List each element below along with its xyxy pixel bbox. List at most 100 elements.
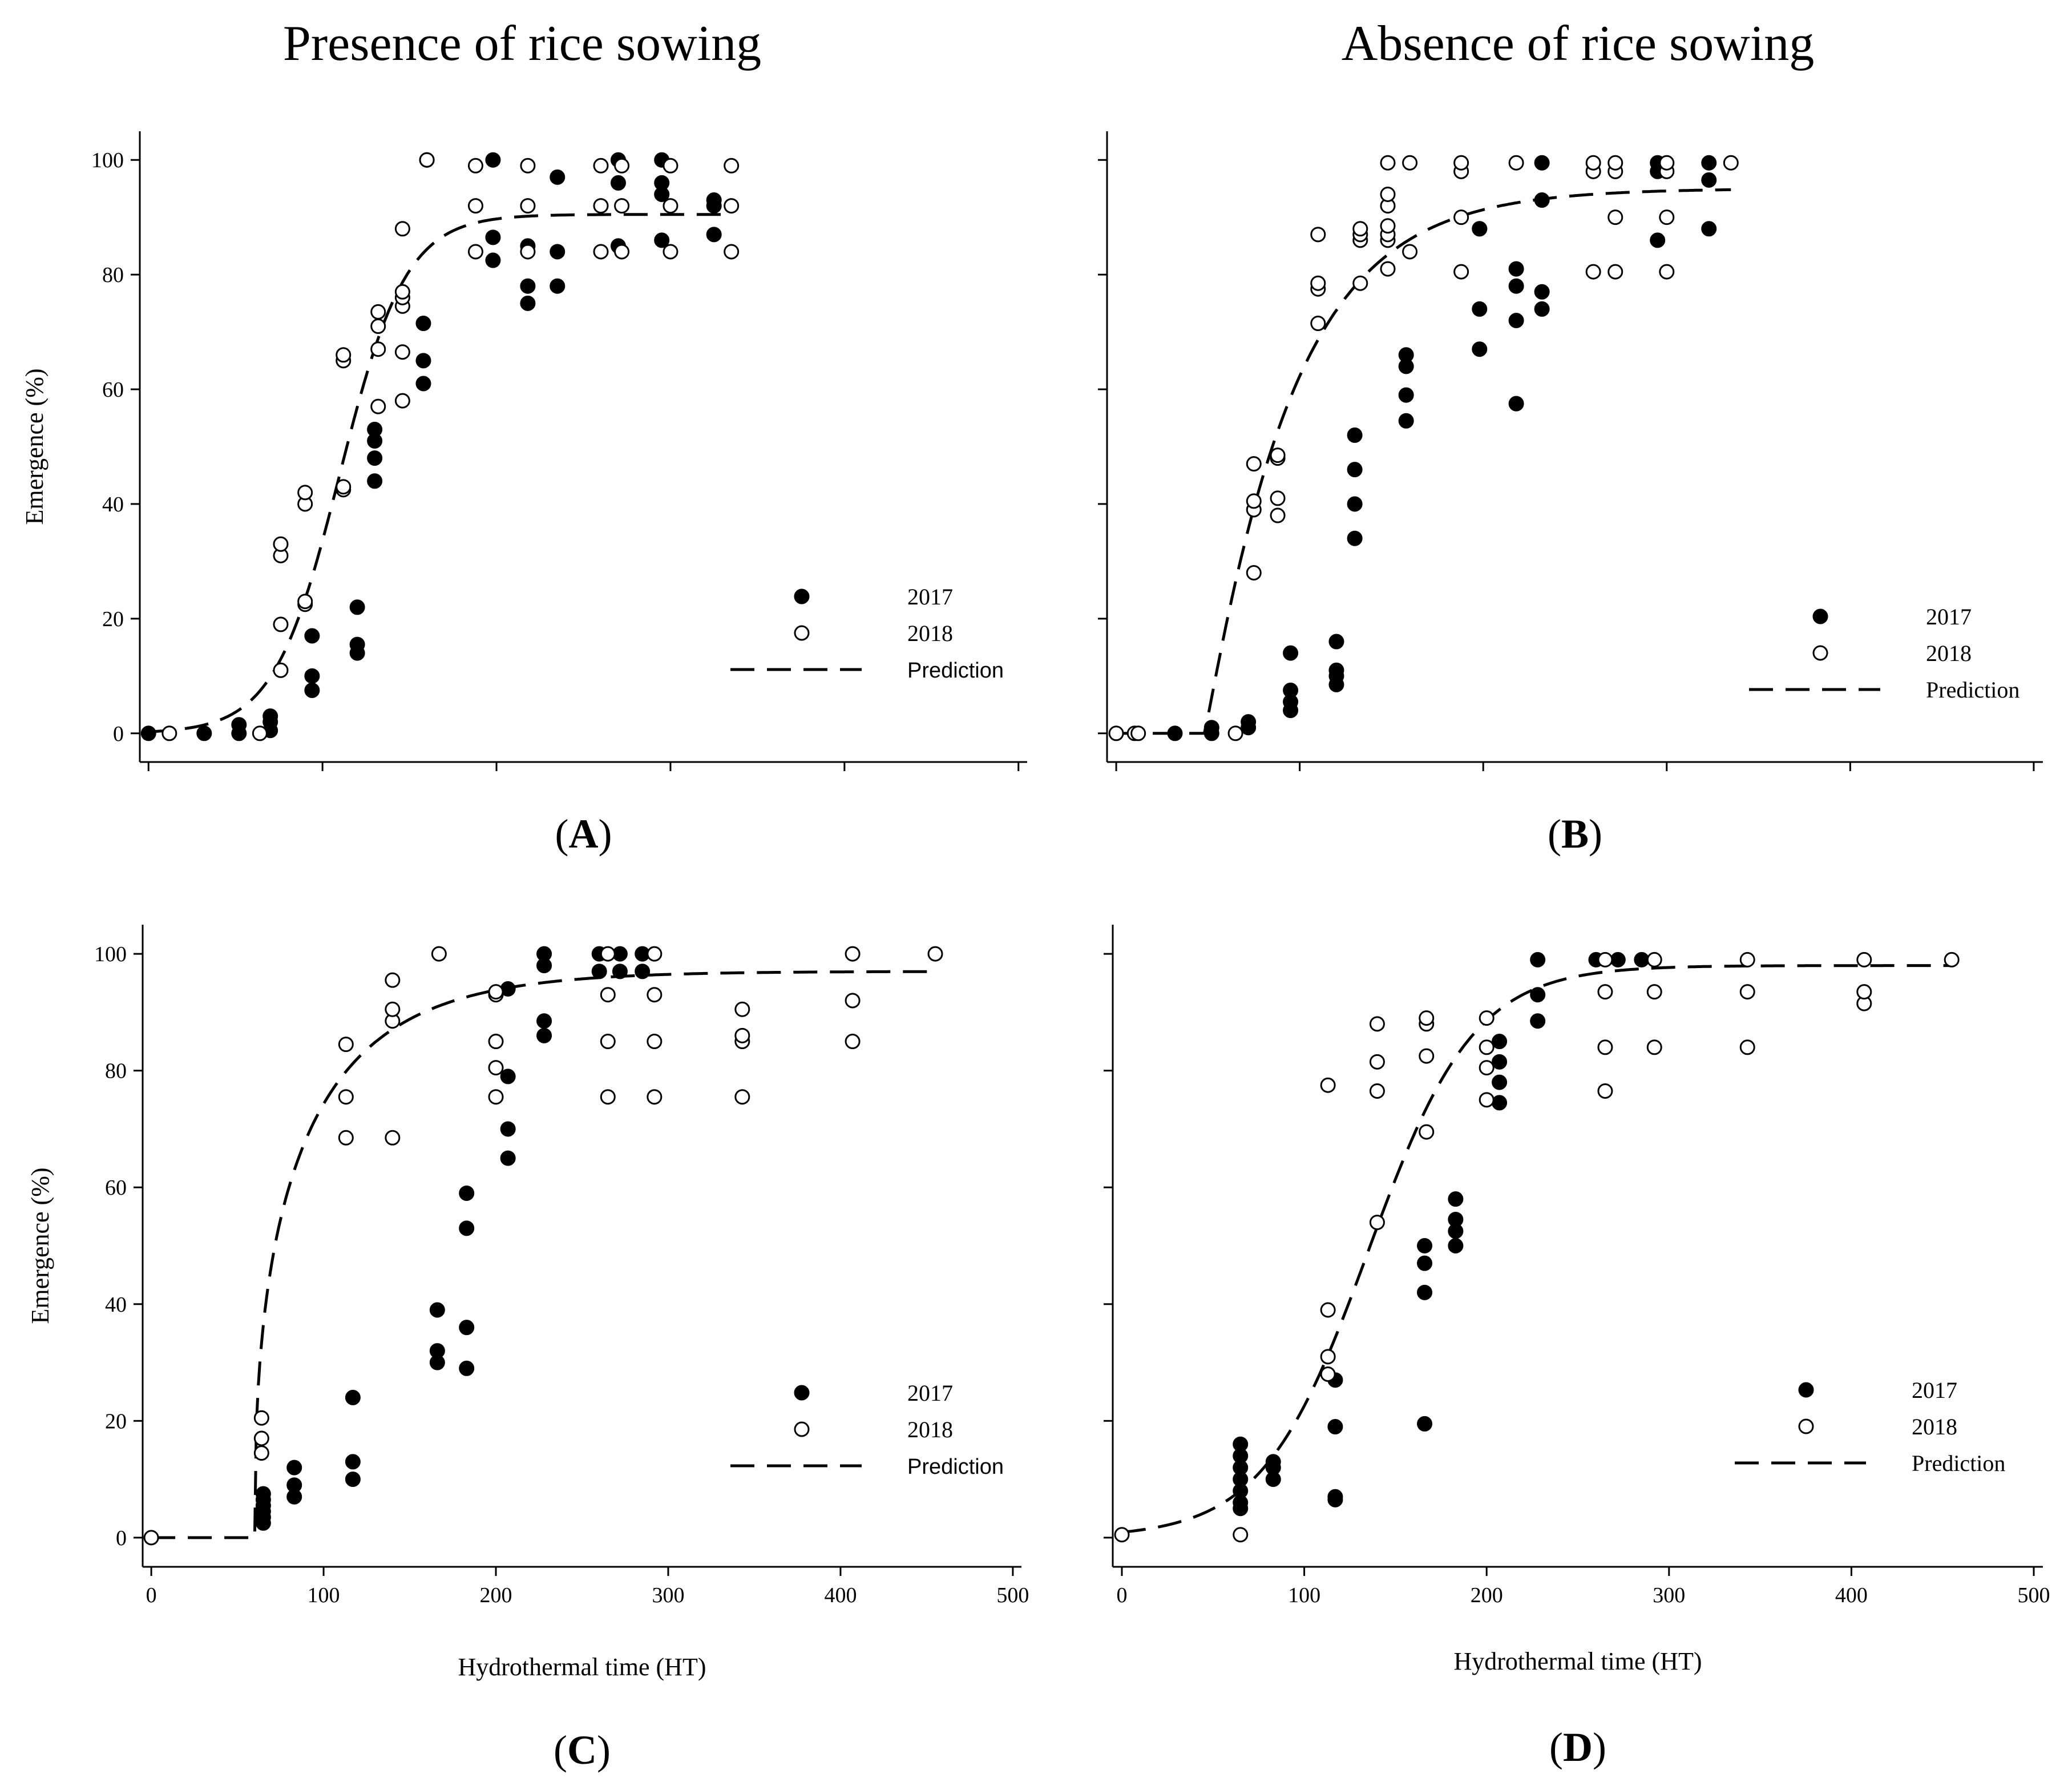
data-point-2017-b <box>1508 261 1524 277</box>
data-point-2018-c <box>927 946 943 962</box>
chart-panel-b: 2017 2018 Prediction (B) <box>1098 131 2043 857</box>
data-point-2017-a <box>140 725 156 741</box>
data-point-2018-d <box>1597 1083 1613 1099</box>
data-point-2017-b <box>1203 720 1219 736</box>
y-tick-label-c: 0 <box>116 1526 127 1550</box>
data-point-2017-a <box>231 717 247 733</box>
chart-panel-c: 0 20 40 60 80 100 0 100 200 300 400 500 Emergence (%… <box>26 925 1029 1773</box>
data-point-2017-c <box>536 946 552 962</box>
data-point-2017-a <box>654 232 670 248</box>
legend-marker-2017-c <box>794 1385 810 1401</box>
data-point-2017-a <box>706 192 722 208</box>
prediction-curve-d <box>1121 964 1952 1534</box>
data-point-2018-c <box>600 987 616 1003</box>
data-point-2018-c <box>734 1089 750 1105</box>
data-point-2017-b <box>1472 301 1488 317</box>
x-tick-label-d: 0 <box>1116 1583 1127 1607</box>
data-point-2018-a <box>419 152 435 168</box>
data-point-2018-b <box>1270 490 1286 506</box>
data-point-2018-b <box>1130 725 1146 741</box>
data-point-2018-a <box>593 198 609 214</box>
data-point-2018-d <box>1114 1527 1130 1543</box>
panel-label-b: (B) <box>1548 811 1602 857</box>
data-point-2018-b <box>1352 221 1368 237</box>
data-point-2017-c <box>500 1121 516 1137</box>
data-point-2018-c <box>647 946 663 962</box>
data-point-2017-a <box>262 708 278 724</box>
y-tick-label-c: 80 <box>105 1059 127 1083</box>
data-point-2018-d <box>1739 1039 1755 1055</box>
legend-label-2018-a: 2018 <box>907 620 953 646</box>
data-point-2018-a <box>297 594 313 610</box>
data-point-2018-b <box>1453 209 1469 225</box>
data-point-2017-b <box>1650 232 1666 248</box>
data-point-2017-a <box>485 152 501 168</box>
data-point-2017-a <box>415 353 431 369</box>
data-point-2018-a <box>252 725 268 741</box>
data-point-2018-a <box>614 158 630 174</box>
data-point-2018-b <box>1723 155 1739 171</box>
data-point-2017-a <box>550 169 566 185</box>
data-point-2018-c <box>845 946 861 962</box>
data-point-2017-d <box>1448 1238 1464 1253</box>
data-point-2017-a <box>706 227 722 243</box>
data-point-2018-a <box>297 485 313 501</box>
y-tick-label-c: 20 <box>105 1409 127 1433</box>
data-point-2017-a <box>550 244 566 260</box>
legend-label-2018-c: 2018 <box>907 1417 953 1442</box>
data-point-2018-a <box>370 341 386 357</box>
data-point-2018-d <box>1646 1039 1662 1055</box>
data-point-2018-d <box>1739 952 1755 967</box>
legend-label-2018-d: 2018 <box>1912 1414 1957 1440</box>
y-tick-label-a: 80 <box>102 263 124 287</box>
data-point-2018-a <box>724 244 740 260</box>
data-point-2018-a <box>724 158 740 174</box>
data-point-2017-d <box>1492 1054 1508 1070</box>
data-point-2018-d <box>1479 1060 1495 1076</box>
data-point-2018-b <box>1659 264 1675 280</box>
data-point-2018-a <box>394 284 410 300</box>
data-point-2017-c <box>459 1220 475 1236</box>
data-point-2017-b <box>1328 662 1344 678</box>
data-point-2017-d <box>1634 952 1650 967</box>
data-point-2018-a <box>663 244 678 260</box>
y-axis-label-a: Emergence (%) <box>21 368 49 525</box>
data-point-2017-b <box>1701 172 1717 188</box>
data-point-2018-c <box>338 1037 354 1053</box>
data-point-2018-a <box>520 244 536 260</box>
x-tick-label-d: 200 <box>1471 1583 1503 1607</box>
data-point-2018-a <box>520 158 536 174</box>
legend-marker-2017-d <box>1798 1382 1814 1398</box>
data-point-2017-b <box>1398 347 1414 363</box>
data-point-2017-a <box>520 278 536 294</box>
data-point-2018-c <box>385 1130 401 1146</box>
x-tick-label-c: 500 <box>996 1583 1029 1607</box>
data-point-2017-d <box>1417 1238 1433 1253</box>
data-point-2018-c <box>338 1130 354 1146</box>
y-tick-label-c: 100 <box>94 942 127 966</box>
data-point-2017-a <box>485 229 501 245</box>
data-point-2017-b <box>1508 278 1524 294</box>
x-tick-label-c: 0 <box>146 1583 157 1607</box>
data-point-2017-c <box>536 1013 552 1029</box>
legend-label-prediction-b: Prediction <box>1926 677 2020 703</box>
y-tick-label-a: 20 <box>102 607 124 631</box>
legend-marker-2018-d <box>1798 1418 1814 1434</box>
data-point-2018-a <box>467 158 483 174</box>
data-point-2018-d <box>1419 1010 1435 1026</box>
data-point-2018-a <box>520 198 536 214</box>
data-point-2018-c <box>253 1445 269 1461</box>
data-point-2018-a <box>614 198 630 214</box>
legend-marker-2018-b <box>1812 645 1828 661</box>
data-point-2017-b <box>1701 221 1717 237</box>
data-point-2018-a <box>394 393 410 409</box>
data-point-2017-d <box>1492 1074 1508 1090</box>
data-point-2018-a <box>394 344 410 360</box>
data-point-2018-a <box>593 158 609 174</box>
data-point-2018-b <box>1453 155 1469 171</box>
data-point-2018-a <box>370 319 386 334</box>
data-point-2018-d <box>1479 1092 1495 1108</box>
data-point-2017-c <box>459 1360 475 1376</box>
data-point-2017-b <box>1701 155 1717 171</box>
data-point-2017-a <box>349 599 365 615</box>
